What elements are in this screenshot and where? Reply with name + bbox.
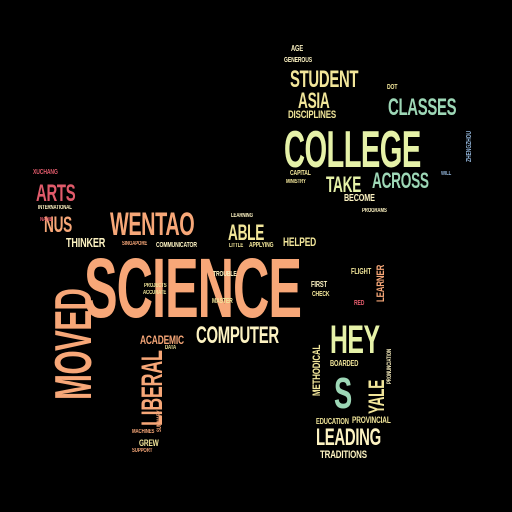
word-projects: PROJECTS (144, 283, 167, 289)
word-leading: LEADING (316, 424, 381, 451)
word-across: ACROSS (372, 168, 429, 193)
word-helped: HELPED (283, 235, 317, 249)
word-zhengzhou: ZHENGZHOU (466, 130, 473, 162)
word-data: DATA (165, 345, 177, 351)
word-thinker: THINKER (66, 235, 106, 250)
word-check: CHECK (312, 291, 330, 298)
word-take: TAKE (326, 172, 362, 197)
word-generous: GENEROUS (284, 57, 313, 64)
word-applying: APPLYING (249, 242, 274, 249)
word-boarded: BOARDED (330, 359, 359, 368)
word-able: ABLE (228, 220, 265, 245)
word-moved: MOVED (45, 288, 103, 400)
word-capital: CAPITAL (290, 170, 311, 177)
word-age: AGE (291, 44, 304, 53)
word-academic: ACADEMIC (140, 333, 184, 347)
word-nus: NUS (44, 212, 72, 237)
word-become: BECOME (344, 193, 375, 204)
word-name: NAME (40, 217, 53, 223)
word-student: STUDENT (290, 66, 359, 93)
word-master: MASTER (212, 298, 233, 305)
word-learner: LEARNER (375, 264, 387, 302)
word-will: WILL (441, 171, 452, 177)
word-pronunciation: PRONUNCIATION (387, 348, 393, 384)
word-wentao: WENTAO (110, 206, 195, 242)
word-little: LITTLE (229, 243, 244, 249)
word-yale: YALE (364, 379, 389, 414)
word-accurate: ACCURATE (143, 290, 167, 296)
word-traditions: TRADITIONS (320, 449, 367, 461)
word-hey: HEY (330, 318, 380, 362)
word-ministry: MINISTRY (286, 179, 306, 185)
word-dot: DOT (387, 84, 398, 91)
word-flight: FLIGHT (351, 267, 372, 276)
word-education: EDUCATION (316, 417, 349, 426)
word-science: SCIENCE (84, 241, 302, 335)
word-first: FIRST (311, 280, 328, 289)
word-college: COLLEGE (284, 121, 421, 179)
word-machines: MACHINES (132, 429, 155, 435)
word-grew: GREW (139, 438, 159, 448)
word-red: RED (354, 300, 365, 307)
word-liberal: LIBERAL (136, 350, 169, 426)
word-classes: CLASSES (388, 94, 457, 121)
word-trouble: TROUBLE (213, 271, 237, 278)
word-arts: ARTS (36, 180, 76, 207)
word-learning: LEARNING (231, 213, 253, 219)
word-support: SUPPORT (132, 448, 153, 454)
word-international: INTERNATIONAL (38, 205, 72, 211)
word-asia: ASIA (298, 88, 330, 113)
word-programs: PROGRAMS (362, 208, 387, 214)
word-xuchang: XUCHANG (33, 169, 58, 176)
word-disciplines: DISCIPLINES (288, 109, 336, 121)
word-computer: COMPUTER (196, 322, 279, 349)
word-summary: SUMMARY (157, 410, 163, 432)
word-communicator: COMMUNICATOR (156, 242, 197, 249)
word-methodical: METHODICAL (311, 344, 323, 396)
word-s: S (334, 369, 352, 418)
word-provincial: PROVINCIAL (352, 415, 391, 425)
word-singapore: SINGAPORE (122, 241, 148, 247)
